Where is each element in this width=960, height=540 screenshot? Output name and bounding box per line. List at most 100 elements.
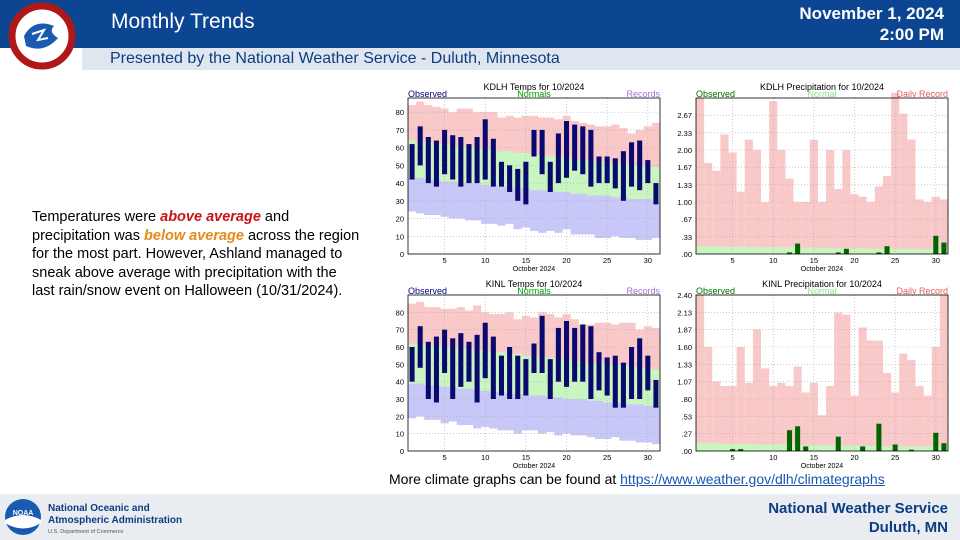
observed-temp-bar xyxy=(409,144,415,180)
observed-temp-bar xyxy=(547,161,553,192)
observed-temp-bar xyxy=(555,327,561,382)
observed-temp-bar xyxy=(515,355,521,399)
record-low-band xyxy=(408,177,660,240)
observed-precip-bar xyxy=(786,252,793,254)
record-bar xyxy=(834,312,843,451)
observed-temp-bar xyxy=(596,156,602,184)
record-bar xyxy=(931,196,940,254)
x-tick-label: 20 xyxy=(562,256,570,265)
observed-temp-bar xyxy=(539,129,545,175)
observed-temp-bar xyxy=(620,362,626,408)
observed-temp-bar xyxy=(637,338,643,399)
y-tick-label: 2.00 xyxy=(677,146,692,155)
y-tick-label: 0 xyxy=(400,447,404,456)
observed-temp-bar xyxy=(580,324,586,382)
x-tick-label: 5 xyxy=(730,453,734,462)
observed-temp-bar xyxy=(490,138,496,187)
y-tick-label: 40 xyxy=(396,378,404,387)
climate-graphs-link[interactable]: https://www.weather.gov/dlh/climategraph… xyxy=(620,471,885,487)
record-bar xyxy=(704,163,713,254)
record-bar xyxy=(874,186,883,254)
record-bar xyxy=(899,113,908,254)
plot-frame xyxy=(695,97,949,255)
observed-temp-bar xyxy=(466,341,472,382)
observed-temp-bar xyxy=(604,156,610,184)
nws-office: National Weather Service Duluth, MN xyxy=(768,499,948,537)
record-bar xyxy=(866,340,875,451)
record-bar xyxy=(907,360,916,451)
kdlh-precip-chart: .00 .33 .67 1.00 1.33 1.67 2.00 2.33 2.67 5 10 15 20… xyxy=(677,82,949,272)
x-tick-label: 15 xyxy=(810,256,818,265)
observed-precip-bar xyxy=(803,446,809,451)
x-tick-label: 5 xyxy=(442,453,446,462)
observed-temp-bar xyxy=(637,140,643,191)
observed-temp-bar xyxy=(523,359,529,396)
y-tick-label: 70 xyxy=(396,326,404,335)
noaa-name: National Oceanic and Atmospheric Adminis… xyxy=(48,503,182,527)
observed-temp-bar xyxy=(433,336,439,403)
x-axis-label: October 2024 xyxy=(801,266,844,272)
record-bar xyxy=(834,189,843,254)
y-tick-label: .33 xyxy=(682,233,692,242)
page-title: Monthly Trends xyxy=(111,10,255,33)
observed-temp-bar xyxy=(645,355,651,391)
noaa-name-line2: Atmospheric Administration xyxy=(48,515,183,526)
y-tick-label: 50 xyxy=(396,161,404,170)
record-bar xyxy=(736,191,745,254)
observed-temp-bar xyxy=(498,161,505,187)
record-bar xyxy=(874,340,883,451)
record-bar xyxy=(736,347,745,451)
observed-temp-bar xyxy=(498,355,505,396)
chart-title: KDLH Temps for 10/2024 xyxy=(484,82,585,92)
observed-temp-bar xyxy=(563,121,570,178)
record-bar xyxy=(899,353,908,451)
observed-temp-bar xyxy=(620,151,626,201)
observed-temp-bar xyxy=(433,140,439,187)
record-bar xyxy=(785,386,794,451)
observed-temp-bar xyxy=(531,343,537,373)
time-label: 2:00 PM xyxy=(879,25,944,44)
observed-temp-bar xyxy=(604,357,610,396)
summary-part: Temperatures were xyxy=(32,209,161,225)
record-bar xyxy=(712,170,721,254)
record-low-band xyxy=(408,383,660,445)
record-bar xyxy=(777,150,786,254)
observed-precip-bar xyxy=(941,443,947,451)
y-tick-label: 2.40 xyxy=(677,291,692,300)
record-bar xyxy=(858,196,867,254)
x-tick-label: 25 xyxy=(603,256,611,265)
record-bar xyxy=(809,382,818,451)
observed-precip-bar xyxy=(933,432,939,451)
observed-precip-bar xyxy=(835,252,841,254)
y-tick-label: 50 xyxy=(396,360,404,369)
record-bar xyxy=(915,199,924,254)
record-bar xyxy=(720,134,729,254)
header-bar: Monthly Trends November 1, 2024 2:00 PM xyxy=(0,0,960,70)
nws-office-line1: National Weather Service xyxy=(768,500,948,517)
legend-entry: Records xyxy=(626,286,660,296)
y-tick-label: 1.33 xyxy=(677,361,692,370)
observed-temp-bar xyxy=(458,333,464,387)
legend-entry: Observed xyxy=(408,89,447,99)
observed-temp-bar xyxy=(482,322,488,379)
record-bar xyxy=(801,202,810,254)
x-axis-label: October 2024 xyxy=(801,463,844,469)
x-axis-label: October 2024 xyxy=(513,266,556,272)
y-tick-label: 80 xyxy=(396,108,404,117)
above-average-text: above average xyxy=(160,209,261,225)
y-tick-label: 1.60 xyxy=(677,343,692,352)
plot-frame xyxy=(407,294,661,452)
observed-precip-bar xyxy=(730,449,736,451)
y-tick-label: 1.87 xyxy=(677,325,692,334)
y-tick-label: 2.33 xyxy=(677,129,692,138)
observed-temp-bar xyxy=(474,334,480,403)
record-bar xyxy=(817,202,827,254)
observed-temp-bar xyxy=(482,119,488,180)
record-bar xyxy=(817,415,827,451)
observed-temp-bar xyxy=(572,327,578,382)
legend-entry: Normal xyxy=(807,89,836,99)
y-tick-label: 2.13 xyxy=(677,309,692,318)
x-tick-label: 10 xyxy=(481,453,489,462)
summary-part: across the region for the most part. How… xyxy=(32,227,360,300)
x-tick-label: 10 xyxy=(481,256,489,265)
